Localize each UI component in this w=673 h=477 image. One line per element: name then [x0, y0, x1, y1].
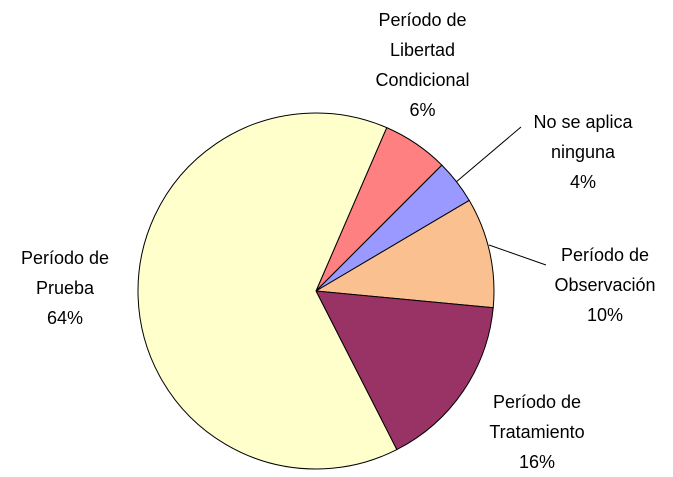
slice-label: Período de Observación 10%: [540, 240, 670, 330]
slice-label: Período de Prueba 64%: [5, 243, 125, 333]
category-label: Período de Libertad Condicional: [375, 10, 470, 90]
pie-slice: [137, 112, 398, 470]
leader-line: [488, 244, 547, 266]
pie-slice: [314, 199, 495, 309]
leader-line: [448, 126, 522, 189]
slice-label: Período de Tratamiento 16%: [472, 387, 602, 477]
value-label: 10%: [586, 305, 624, 325]
category-label: Período de Tratamiento: [489, 392, 585, 442]
category-label: Período de Prueba: [20, 248, 110, 298]
value-label: 6%: [409, 100, 436, 120]
value-label: 4%: [569, 172, 596, 192]
value-label: 16%: [518, 452, 556, 472]
pie-slice: [315, 290, 494, 451]
slice-label: Período de Libertad Condicional 6%: [365, 5, 480, 125]
category-label: No se aplica ninguna: [533, 112, 633, 162]
category-label: Período de Observación: [554, 245, 656, 295]
slice-label: No se aplica ninguna 4%: [523, 107, 643, 197]
value-label: 64%: [46, 308, 84, 328]
